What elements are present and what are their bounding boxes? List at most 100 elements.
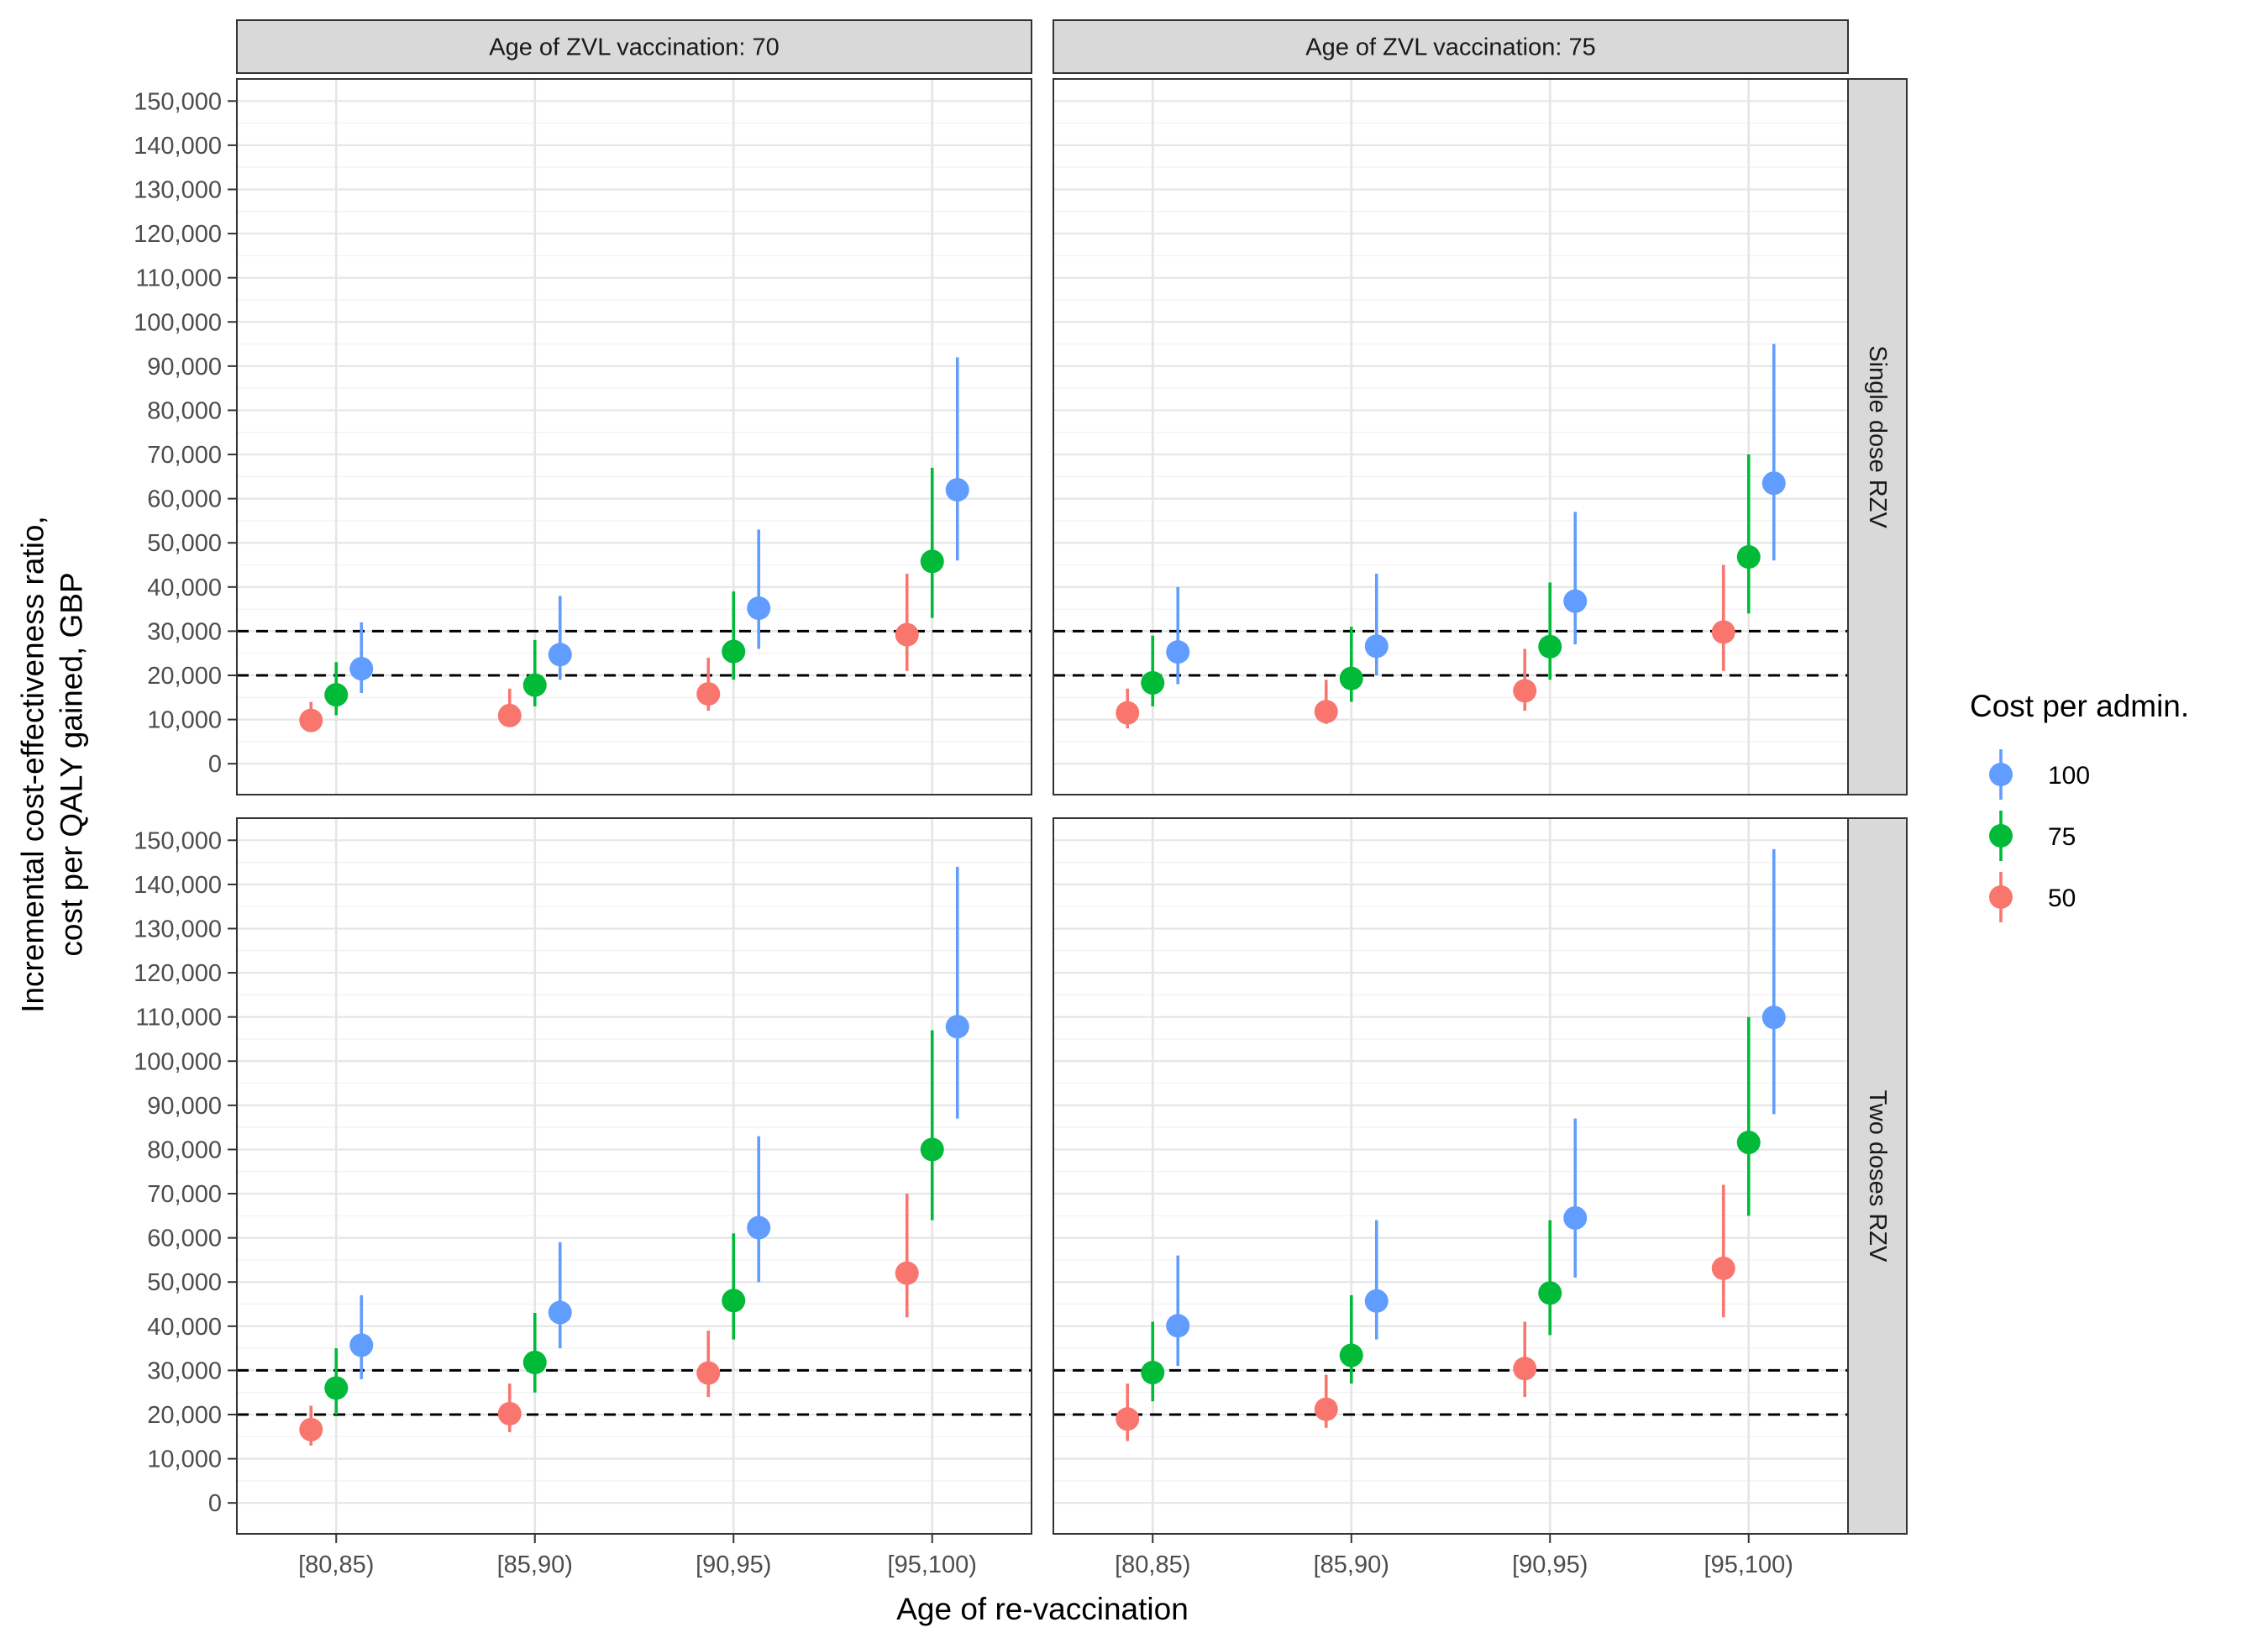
row-strip: [1847, 78, 1908, 795]
y-tick-label: 30,000: [147, 618, 222, 645]
panel-border: [236, 78, 1032, 795]
data-point: [299, 708, 323, 732]
legend-key-point: [1989, 824, 2013, 848]
data-point: [1563, 1205, 1588, 1230]
y-tick-label: 20,000: [147, 663, 222, 690]
panel-background: [1053, 818, 1848, 1534]
y-tick-label: 140,000: [134, 133, 222, 160]
data-point: [1339, 1343, 1363, 1368]
x-tick-label: [90,95): [1512, 1551, 1588, 1578]
data-point: [722, 1289, 746, 1313]
data-point: [522, 673, 547, 697]
data-point: [548, 643, 572, 667]
x-tick-label: [90,95): [696, 1551, 771, 1578]
data-point: [299, 1417, 323, 1441]
data-point: [1364, 1289, 1389, 1313]
panel-background: [1053, 79, 1848, 795]
x-tick-label: [95,100): [888, 1551, 977, 1578]
data-point: [1563, 589, 1588, 613]
panel-background: [237, 79, 1032, 795]
data-point: [324, 683, 349, 707]
y-tick-label: 70,000: [147, 442, 222, 469]
data-point: [1761, 471, 1786, 496]
panel-r0-c1: [1053, 78, 1849, 795]
row-strip-label: Two doses RZV: [1864, 1090, 1891, 1263]
data-point: [1141, 670, 1165, 695]
data-point: [1314, 700, 1338, 724]
panel-r1-c0: [236, 817, 1032, 1535]
y-tick-label: 60,000: [147, 1226, 222, 1252]
data-point: [696, 682, 721, 706]
x-tick-label: [85,90): [497, 1551, 573, 1578]
y-tick-label: 100,000: [134, 309, 222, 336]
data-point: [1736, 545, 1761, 570]
y-tick-label: 90,000: [147, 354, 222, 381]
panel-border: [236, 817, 1032, 1535]
facet-strips: Age of ZVL vaccination: 70 Age of ZVL vac…: [236, 19, 1908, 1535]
data-point: [1761, 1005, 1786, 1030]
legend-title: Cost per admin.: [1970, 689, 2189, 723]
data-point: [1711, 620, 1735, 644]
data-point: [1141, 1361, 1165, 1385]
column-strip: [236, 19, 1032, 74]
x-axis-title: Age of re-vaccination: [896, 1592, 1189, 1626]
data-point: [497, 1401, 522, 1425]
y-tick-label: 60,000: [147, 486, 222, 513]
data-point: [1513, 679, 1537, 703]
panel-r1-c1: [1053, 817, 1849, 1535]
data-point: [1736, 1131, 1761, 1155]
y-tick-label: 40,000: [147, 1314, 222, 1341]
data-point: [522, 1350, 547, 1374]
data-point: [895, 1261, 919, 1285]
data-point: [945, 478, 969, 502]
y-tick-label: 130,000: [134, 916, 222, 942]
data-point: [895, 622, 919, 647]
x-tick-label: [80,85): [1115, 1551, 1190, 1578]
x-tick-label: [80,85): [298, 1551, 374, 1578]
y-tick-label: 100,000: [134, 1048, 222, 1075]
y-tick-label: 0: [208, 1490, 222, 1517]
y-tick-label: 10,000: [147, 1446, 222, 1473]
panel-r0-c0: [236, 78, 1032, 795]
data-point: [1116, 701, 1140, 725]
y-tick-label: 150,000: [134, 88, 222, 115]
data-point: [1711, 1256, 1735, 1280]
legend: Cost per admin. 100 75 50: [1970, 689, 2189, 922]
data-point: [1116, 1407, 1140, 1431]
data-point: [747, 596, 771, 621]
data-point: [349, 657, 374, 681]
y-tick-label: 20,000: [147, 1402, 222, 1429]
y-tick-label: 70,000: [147, 1181, 222, 1208]
legend-key-point: [1989, 763, 2013, 786]
y-tick-label: 10,000: [147, 707, 222, 734]
data-point: [324, 1376, 349, 1400]
y-tick-label: 90,000: [147, 1093, 222, 1120]
y-tick-label: 110,000: [135, 1005, 222, 1032]
data-point: [722, 639, 746, 664]
data-point: [349, 1333, 374, 1357]
data-point: [1166, 1314, 1190, 1338]
y-tick-label: 150,000: [134, 827, 222, 854]
y-tick-label: 140,000: [134, 872, 222, 899]
data-point: [1538, 634, 1562, 659]
y-tick-label: 50,000: [147, 1269, 222, 1296]
y-axis-title: cost per QALY gained, GBP: [55, 572, 89, 956]
data-point: [945, 1015, 969, 1039]
y-tick-label: 120,000: [134, 960, 222, 987]
column-strip: [1053, 19, 1849, 74]
data-point: [696, 1361, 721, 1385]
y-tick-label: 30,000: [147, 1357, 222, 1384]
data-point: [548, 1300, 572, 1325]
data-point: [497, 703, 522, 727]
y-tick-label: 80,000: [147, 397, 222, 424]
data-point: [920, 1137, 944, 1162]
x-tick-label: [95,100): [1704, 1551, 1793, 1578]
legend-label: 75: [2048, 823, 2076, 851]
y-tick-label: 110,000: [135, 265, 222, 292]
data-point: [920, 549, 944, 574]
data-point: [747, 1215, 771, 1240]
y-tick-label: 120,000: [134, 221, 222, 248]
y-tick-label: 80,000: [147, 1137, 222, 1163]
legend-key-point: [1989, 885, 2013, 909]
row-strip-label: Single dose RZV: [1864, 345, 1891, 528]
